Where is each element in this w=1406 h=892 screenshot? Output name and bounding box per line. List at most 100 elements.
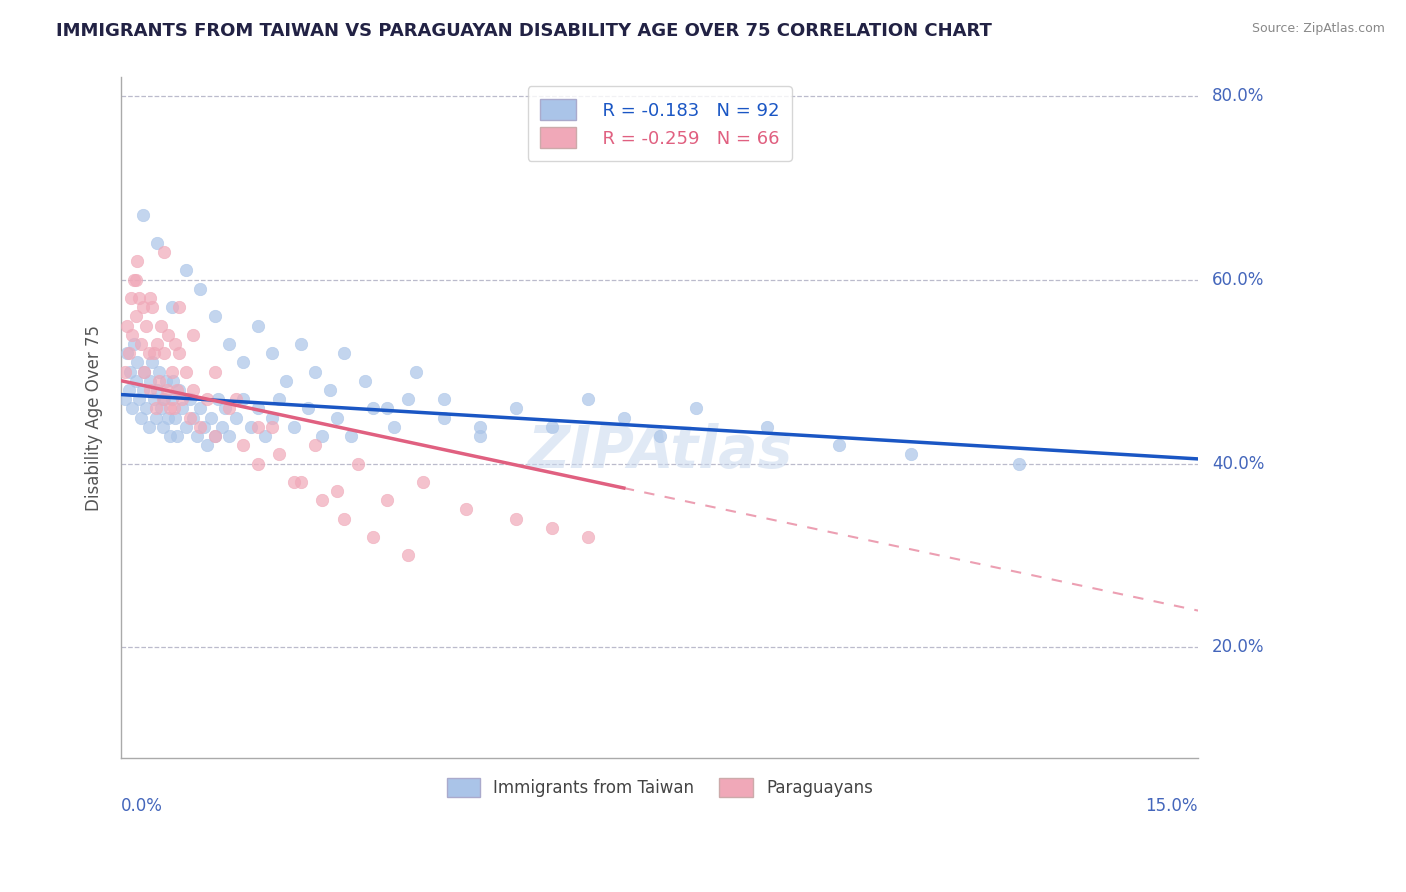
Point	[214, 401, 236, 416]
Point	[139, 383, 162, 397]
Point	[269, 392, 291, 407]
Point	[311, 429, 333, 443]
Point	[142, 392, 165, 407]
Point	[225, 410, 247, 425]
Point	[276, 374, 298, 388]
Point	[433, 392, 456, 407]
Point	[246, 318, 269, 333]
Point	[114, 392, 136, 407]
Text: 60.0%: 60.0%	[1212, 270, 1264, 289]
Point	[160, 300, 183, 314]
Point	[204, 429, 226, 443]
Point	[246, 401, 269, 416]
Point	[283, 475, 305, 489]
Point	[262, 346, 284, 360]
Point	[132, 383, 155, 397]
Point	[333, 346, 356, 360]
Point	[155, 383, 177, 397]
Point	[412, 475, 434, 489]
Point	[204, 429, 226, 443]
Point	[325, 410, 347, 425]
Point	[325, 484, 347, 499]
Point	[127, 355, 149, 369]
Point	[163, 401, 186, 416]
Point	[181, 410, 204, 425]
Point	[541, 419, 564, 434]
Point	[361, 401, 384, 416]
Point	[347, 457, 370, 471]
Point	[125, 374, 148, 388]
Point	[239, 419, 262, 434]
Point	[181, 383, 204, 397]
Point	[132, 300, 155, 314]
Point	[138, 419, 160, 434]
Text: IMMIGRANTS FROM TAIWAN VS PARAGUAYAN DISABILITY AGE OVER 75 CORRELATION CHART: IMMIGRANTS FROM TAIWAN VS PARAGUAYAN DIS…	[56, 22, 993, 40]
Point	[139, 374, 162, 388]
Point	[186, 429, 208, 443]
Point	[318, 383, 340, 397]
Point	[131, 337, 153, 351]
Point	[160, 392, 183, 407]
Point	[179, 392, 201, 407]
Point	[134, 365, 156, 379]
Point	[135, 318, 157, 333]
Point	[541, 521, 564, 535]
Point	[576, 530, 599, 544]
Point	[900, 447, 922, 461]
Point	[290, 337, 312, 351]
Point	[152, 392, 174, 407]
Point	[269, 447, 291, 461]
Point	[828, 438, 851, 452]
Point	[405, 365, 427, 379]
Point	[128, 392, 150, 407]
Point	[139, 291, 162, 305]
Point	[262, 419, 284, 434]
Point	[311, 493, 333, 508]
Point	[159, 429, 181, 443]
Point	[218, 401, 240, 416]
Point	[174, 419, 197, 434]
Text: 0.0%: 0.0%	[121, 797, 163, 814]
Text: 20.0%: 20.0%	[1212, 639, 1264, 657]
Point	[505, 511, 527, 525]
Point	[153, 392, 176, 407]
Point	[576, 392, 599, 407]
Point	[304, 365, 326, 379]
Point	[115, 318, 138, 333]
Point	[166, 429, 188, 443]
Point	[166, 383, 188, 397]
Point	[156, 327, 179, 342]
Point	[232, 392, 254, 407]
Point	[121, 327, 143, 342]
Point	[146, 383, 169, 397]
Point	[142, 346, 165, 360]
Point	[162, 374, 184, 388]
Point	[304, 438, 326, 452]
Point	[375, 401, 398, 416]
Point	[120, 291, 142, 305]
Point	[145, 401, 167, 416]
Point	[148, 374, 170, 388]
Point	[433, 410, 456, 425]
Point	[135, 401, 157, 416]
Point	[297, 401, 319, 416]
Point	[333, 511, 356, 525]
Point	[167, 383, 190, 397]
Point	[246, 419, 269, 434]
Point	[685, 401, 707, 416]
Point	[124, 273, 146, 287]
Point	[470, 419, 492, 434]
Point	[125, 273, 148, 287]
Point	[115, 346, 138, 360]
Point	[211, 419, 233, 434]
Point	[354, 374, 377, 388]
Point	[253, 429, 276, 443]
Point	[756, 419, 779, 434]
Point	[505, 401, 527, 416]
Point	[375, 493, 398, 508]
Point	[181, 327, 204, 342]
Text: 15.0%: 15.0%	[1146, 797, 1198, 814]
Point	[172, 401, 194, 416]
Point	[454, 502, 477, 516]
Point	[290, 475, 312, 489]
